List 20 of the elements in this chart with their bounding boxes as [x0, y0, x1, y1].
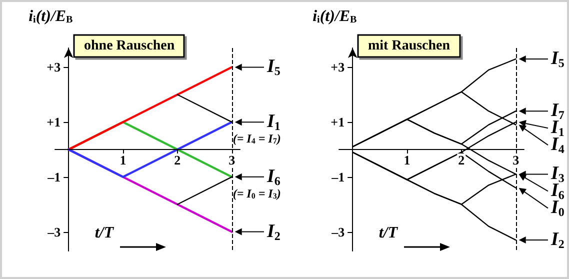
y-tick-label: –1: [330, 169, 345, 184]
x-axis-title: t/T: [94, 224, 115, 242]
chart-title: mit Rauschen: [368, 38, 450, 54]
y-tick-label: +3: [46, 60, 62, 75]
x-tick-label: 2: [174, 152, 181, 168]
y-tick-label: +1: [330, 114, 345, 130]
annotation: (= I0 = I3): [232, 186, 281, 200]
annotation: (= I4 = I7): [232, 132, 281, 146]
y-tick-label: +1: [46, 114, 61, 130]
x-tick-label: 3: [228, 152, 236, 168]
x-tick-label: 1: [404, 152, 410, 168]
x-tick-label: 1: [120, 152, 126, 168]
x-tick-label: 2: [458, 152, 465, 168]
chart-title: ohne Rauschen: [84, 38, 175, 54]
y-tick-label: –3: [46, 224, 62, 240]
y-tick-label: +3: [330, 60, 346, 75]
y-tick-label: –1: [46, 169, 61, 184]
x-tick-label: 3: [512, 152, 520, 168]
y-tick-label: –3: [330, 224, 346, 240]
x-axis-title: t/T: [378, 224, 399, 242]
